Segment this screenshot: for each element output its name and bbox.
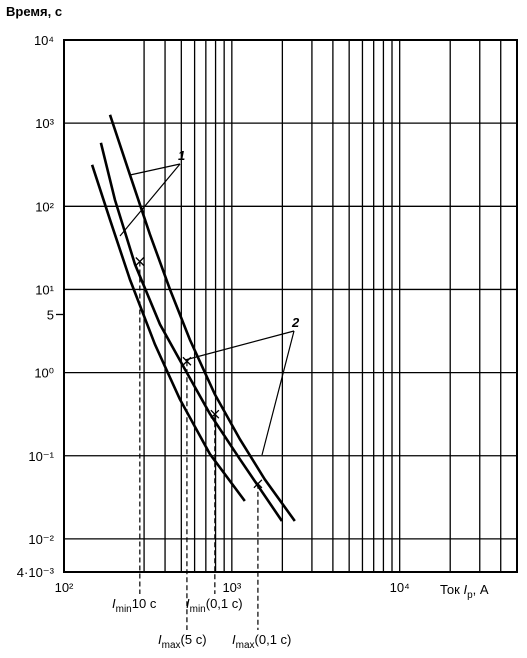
y-tick-label: 10² <box>35 199 54 214</box>
marker-label-sub: max <box>236 640 255 651</box>
annotation: 1 <box>178 148 185 163</box>
curve <box>99 142 283 522</box>
marker-label-main: I <box>112 596 116 611</box>
marker-label-main: I <box>232 632 236 647</box>
marker-label-main: I <box>158 632 162 647</box>
leader-line <box>184 330 295 361</box>
chart-title: Время, с <box>6 4 62 19</box>
x-label-main: I <box>463 582 467 597</box>
plot-frame <box>63 39 518 573</box>
marker-cross <box>210 409 220 419</box>
x-label-sub: р <box>467 590 473 601</box>
marker-label-suffix: (0,1 с) <box>206 596 243 611</box>
y-tick-label: 10³ <box>35 116 54 131</box>
y-tick-label: 5 <box>47 307 54 322</box>
leader-line <box>261 330 295 456</box>
annotation: 2 <box>291 315 300 330</box>
leader-line <box>129 163 181 176</box>
x-tick-label: 10⁴ <box>390 580 410 595</box>
y-tick-label: 4·10⁻³ <box>17 565 55 580</box>
marker-label-sub: min <box>116 604 132 615</box>
marker-cross <box>135 257 145 266</box>
marker-label: Imin10 с <box>112 596 157 615</box>
marker-label: Imin(0,1 с) <box>186 596 243 615</box>
x-tick-label: 10³ <box>222 580 241 595</box>
marker-label-suffix: (0,1 с) <box>255 632 292 647</box>
curve <box>90 164 246 502</box>
marker-label-main: I <box>186 596 190 611</box>
leader-line <box>119 163 181 237</box>
y-tick-label: 10⁰ <box>34 366 54 381</box>
y-tick-label: 10⁴ <box>34 33 54 48</box>
marker-label-suffix: (5 с) <box>181 632 207 647</box>
marker-label: Imax(5 с) <box>158 632 207 651</box>
y-tick-label: 10⁻² <box>28 532 54 547</box>
x-tick-label: 10² <box>55 580 74 595</box>
y-tick-label: 10¹ <box>35 282 54 297</box>
marker-label: Imax(0,1 с) <box>232 632 291 651</box>
marker-cross <box>253 479 263 489</box>
marker-label-suffix: 10 с <box>132 596 157 611</box>
x-label-suffix: , А <box>473 582 489 597</box>
marker-label-sub: max <box>162 640 181 651</box>
curve <box>108 114 296 522</box>
marker-label-sub: min <box>190 604 206 615</box>
y-tick-label: 10⁻¹ <box>28 449 54 464</box>
x-axis-label: Ток Iр, А <box>440 582 489 601</box>
x-label-prefix: Ток <box>440 582 463 597</box>
